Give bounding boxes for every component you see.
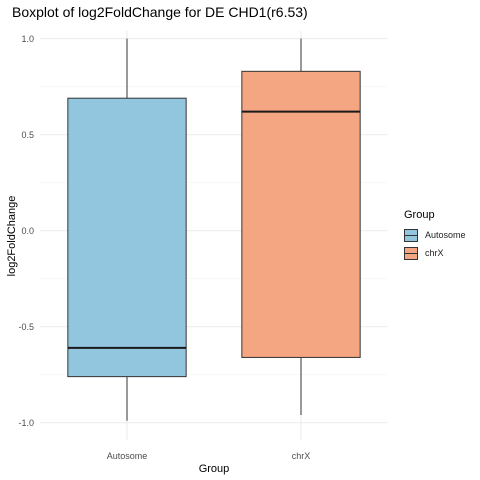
legend-swatch-chrx	[404, 246, 418, 260]
x-tick-label: chrX	[292, 451, 311, 461]
y-tick-label: -1.0	[18, 418, 34, 428]
box-autosome	[67, 38, 187, 421]
legend-label-autosome: Autosome	[425, 230, 466, 240]
y-tick-label: -0.5	[18, 322, 34, 332]
y-tick-label: 0.5	[21, 130, 34, 140]
box-body	[241, 70, 361, 358]
axis-ticks: 1.0 0.5 0.0 -0.5 -1.0 Autosome chrX	[18, 34, 310, 461]
chart-title: Boxplot of log2FoldChange for DE CHD1(r6…	[12, 4, 308, 20]
legend-item-autosome: Autosome	[404, 226, 466, 244]
legend-item-chrx: chrX	[404, 244, 466, 262]
y-axis-label: log2FoldChange	[6, 196, 18, 277]
legend-swatch-autosome	[404, 228, 418, 242]
x-tick-label: Autosome	[107, 451, 148, 461]
x-axis-label: Group	[199, 463, 230, 475]
y-tick-label: 0.0	[21, 226, 34, 236]
legend-title: Group	[404, 209, 435, 221]
boxes	[67, 38, 361, 421]
legend-label-chrx: chrX	[425, 248, 444, 258]
legend: Group Autosome chrX	[404, 209, 466, 262]
box-body	[67, 97, 187, 378]
y-tick-label: 1.0	[21, 34, 34, 44]
box-chrx	[241, 38, 361, 416]
